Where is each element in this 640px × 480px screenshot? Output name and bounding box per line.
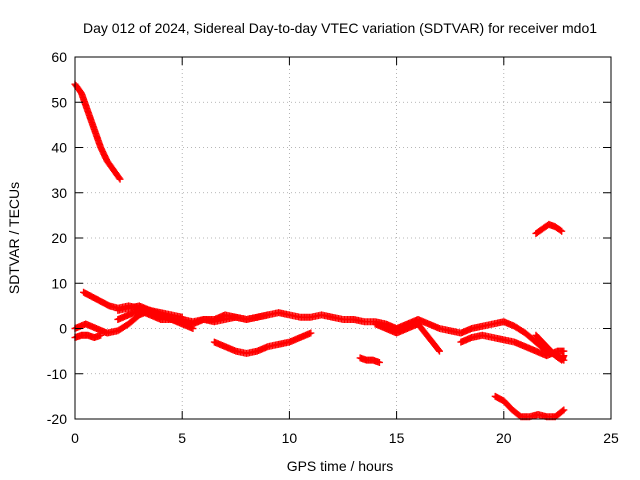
data-point bbox=[307, 329, 315, 337]
axis-ticks: 0 5 10 15 20 25 -20 -10 0 10 20 30 40 50 60 bbox=[47, 49, 619, 446]
x-tick-label: 20 bbox=[496, 430, 512, 446]
y-tick-label: 20 bbox=[51, 230, 67, 246]
data-point bbox=[560, 352, 568, 360]
x-tick-label: 0 bbox=[71, 430, 79, 446]
x-tick-label: 10 bbox=[282, 430, 298, 446]
y-tick-label: 10 bbox=[51, 275, 67, 291]
y-tick-label: 0 bbox=[59, 321, 67, 337]
data-point bbox=[116, 175, 124, 183]
x-tick-label: 5 bbox=[178, 430, 186, 446]
data-point bbox=[115, 174, 123, 182]
data-point bbox=[560, 406, 568, 414]
series-arc-6 bbox=[114, 302, 272, 326]
series-arc-1 bbox=[71, 80, 124, 183]
x-axis-label: GPS time / hours bbox=[287, 458, 394, 474]
data-point bbox=[559, 407, 567, 415]
y-tick-label: -10 bbox=[47, 366, 67, 382]
y-tick-label: 40 bbox=[51, 140, 67, 156]
data-point bbox=[264, 311, 272, 319]
y-tick-label: 60 bbox=[51, 49, 67, 65]
y-axis-label: SDTVAR / TECUs bbox=[6, 182, 22, 294]
data-point bbox=[375, 358, 383, 366]
series-arc-13 bbox=[491, 392, 568, 421]
series-arc-8 bbox=[356, 354, 383, 366]
data-point bbox=[435, 347, 443, 355]
data-point bbox=[556, 226, 564, 234]
x-tick-label: 15 bbox=[389, 430, 405, 446]
series-arc-3 bbox=[71, 331, 105, 342]
chart-title: Day 012 of 2024, Sidereal Day-to-day VTE… bbox=[83, 20, 597, 36]
data-points bbox=[71, 80, 568, 421]
data-point bbox=[435, 346, 443, 354]
y-tick-label: 30 bbox=[51, 185, 67, 201]
series-arc-7 bbox=[210, 329, 315, 357]
y-tick-label: -20 bbox=[47, 411, 67, 427]
series-arc-14 bbox=[532, 220, 566, 237]
x-tick-label: 25 bbox=[603, 430, 619, 446]
data-point bbox=[558, 227, 566, 235]
y-tick-label: 50 bbox=[51, 94, 67, 110]
series-arc-9 bbox=[371, 320, 443, 355]
series-arc-12 bbox=[532, 331, 568, 364]
gridlines bbox=[75, 57, 611, 419]
